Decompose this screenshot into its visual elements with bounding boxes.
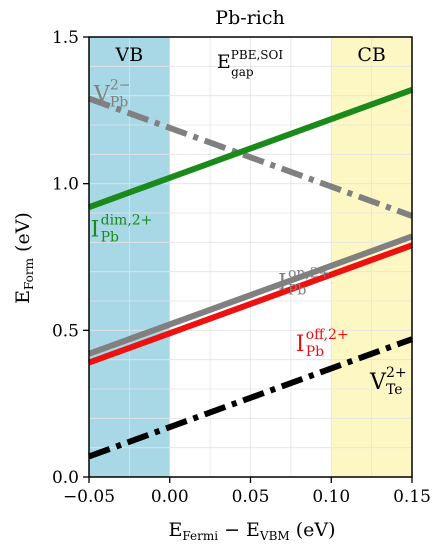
x-tick-label: 0.10	[312, 487, 350, 507]
series-label-main: I	[91, 217, 100, 242]
gap-label-sup: PBE,SOI	[231, 48, 284, 62]
series-label-main: I	[296, 332, 305, 357]
series-label-sup: off,2+	[306, 327, 349, 343]
series-label-sub: Pb	[101, 229, 119, 245]
x-axis-label: EFermi − EVBM (eV)	[168, 519, 335, 543]
y-tick-label: 1.5	[52, 28, 79, 48]
series-label-sub: Te	[386, 382, 403, 398]
series-label-main: I	[278, 270, 287, 295]
chart-title: Pb-rich	[215, 7, 284, 29]
series-label-sup: on,2+	[288, 265, 331, 281]
series-label-sub: Pb	[110, 95, 128, 111]
series-labels: V 2−PbI dim,2+PbI on,2+PbI off,2+PbV 2+Te	[91, 78, 407, 398]
ticks: −0.05 0.00 0.05 0.10 0.15 0.0 0.5 1.0 1.5	[52, 28, 431, 507]
gap-label: EPBE,SOI gap	[217, 48, 283, 79]
x-tick-label: 0.15	[393, 487, 431, 507]
series-group	[87, 86, 414, 460]
series-line-1	[87, 86, 414, 210]
series-line-2	[87, 233, 414, 357]
x-tick-label: 0.05	[232, 487, 270, 507]
series-label-sub: Pb	[288, 282, 306, 298]
x-tick-label: −0.05	[63, 487, 115, 507]
series-label-sup: 2+	[386, 365, 407, 381]
series-line-3	[87, 242, 414, 366]
y-tick-label: 1.0	[52, 175, 79, 195]
gap-label-main: E	[217, 51, 231, 73]
gap-label-sub: gap	[231, 65, 254, 79]
series-label-sup: 2−	[110, 78, 131, 94]
series-label-main: V	[369, 370, 387, 395]
series-label-main: V	[93, 83, 111, 108]
series-line-4	[87, 336, 414, 460]
region-label-vb: VB	[115, 44, 144, 66]
series-label-sup: dim,2+	[101, 212, 153, 228]
y-axis-label: EForm (eV)	[12, 212, 36, 304]
y-tick-label: 0.5	[52, 321, 79, 341]
series-label-4: V 2+Te	[369, 365, 407, 398]
x-tick-label: 0.00	[151, 487, 189, 507]
y-tick-label: 0.0	[52, 468, 79, 488]
series-line-0	[87, 95, 414, 219]
series-label-0: V 2−Pb	[93, 78, 131, 111]
series-label-sub: Pb	[306, 344, 324, 360]
